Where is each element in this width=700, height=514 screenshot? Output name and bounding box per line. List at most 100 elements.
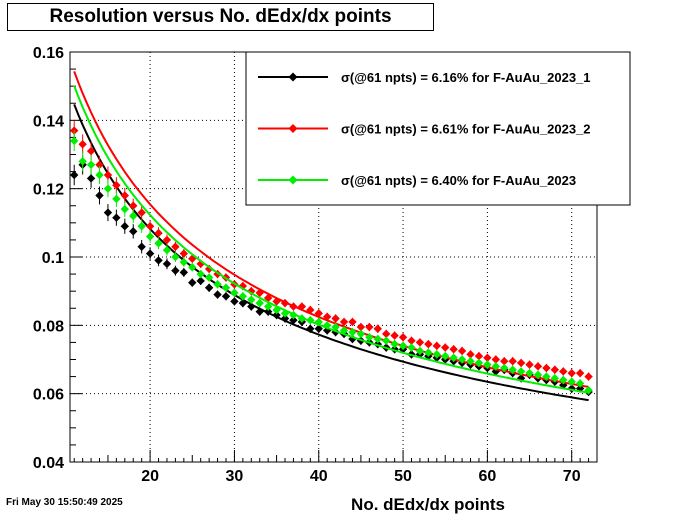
legend-label: σ(@61 npts) = 6.16% for F-AuAu_2023_1 [341,70,591,85]
legend-marker [288,72,298,82]
data-point [466,357,475,366]
data-point [449,345,458,354]
data-point [171,242,180,251]
data-point [533,362,543,371]
data-point [204,264,214,274]
data-point [491,355,501,364]
data-point [508,357,517,366]
y-tick-label: 0.04 [33,455,64,472]
data-point [356,322,366,332]
data-point [575,379,585,388]
legend-label: σ(@61 npts) = 6.40% for F-AuAu_2023 [341,173,576,188]
legend-label: σ(@61 npts) = 6.61% for F-AuAu_2023_2 [341,122,591,137]
data-point [500,363,509,373]
data-point [474,358,484,368]
data-point [289,316,298,325]
data-point [567,384,576,393]
data-point [306,305,315,315]
data-point [441,351,450,361]
y-tick-label: 0.06 [33,387,64,404]
data-point [255,307,264,316]
legend: σ(@61 npts) = 6.16% for F-AuAu_2023_1 σ(@… [245,51,631,206]
data-point [466,350,475,359]
data-point [516,374,526,383]
data-point [365,322,374,332]
x-tick-label: 30 [226,468,244,485]
data-point [306,316,315,325]
data-point [103,184,113,193]
data-point [112,194,121,204]
x-tick-label: 60 [478,468,496,485]
data-point [137,242,146,251]
data-point [559,375,568,385]
data-point [213,290,222,299]
chart-title: Resolution versus No. dEdx/dx points [7,3,434,31]
data-point [255,288,264,298]
data-point [179,268,189,277]
data-point [272,297,281,306]
data-point [78,140,87,149]
data-point [424,348,433,357]
data-point [162,245,172,255]
data-point [154,228,163,238]
data-point [356,329,366,339]
y-tick-label: 0.16 [33,45,64,62]
data-point [348,327,357,337]
data-point [314,317,323,327]
data-point [154,256,163,265]
data-point [457,355,467,364]
legend-entry: σ(@61 npts) = 6.16% for F-AuAu_2023_1 [258,70,591,85]
data-point [306,324,315,333]
data-point [230,288,239,298]
data-point [221,283,231,292]
data-point [213,280,222,289]
data-point [145,222,155,231]
data-point [314,324,323,333]
data-point [162,259,172,269]
data-point [516,367,526,376]
data-point [204,283,214,292]
data-point [559,367,568,376]
data-point [112,181,121,190]
data-point [238,292,248,301]
x-tick-label: 40 [310,468,328,485]
data-point [78,157,87,166]
data-point [449,353,458,362]
data-point [407,343,416,352]
data-point [500,357,509,366]
data-point [272,305,281,315]
data-point [95,170,104,180]
data-point [483,360,492,369]
data-point [188,263,197,272]
legend-marker [288,124,298,133]
data-point [247,302,256,311]
data-point [567,368,576,378]
data-point [382,336,391,345]
data-point [70,136,79,146]
legend-entry: σ(@61 npts) = 6.40% for F-AuAu_2023 [258,173,576,188]
data-point [567,377,576,386]
data-point [550,374,560,383]
data-point [550,365,560,374]
data-point [179,249,189,258]
data-point [457,346,467,356]
data-point [120,191,130,200]
data-point [432,350,441,359]
data-point [542,363,551,373]
data-point [339,326,349,335]
data-point [322,312,332,321]
data-point [424,339,433,349]
data-point [390,339,399,349]
data-point [533,370,543,380]
y-tick-label: 0.14 [33,113,64,130]
fit-curve [73,85,589,394]
data-point [542,372,551,381]
data-point [584,372,593,381]
data-point [129,227,138,236]
data-point [230,297,239,306]
series-3 [70,85,593,395]
data-point [171,252,180,262]
data-point [137,222,146,231]
data-point [120,222,130,231]
y-tick-label: 0.12 [33,182,64,199]
